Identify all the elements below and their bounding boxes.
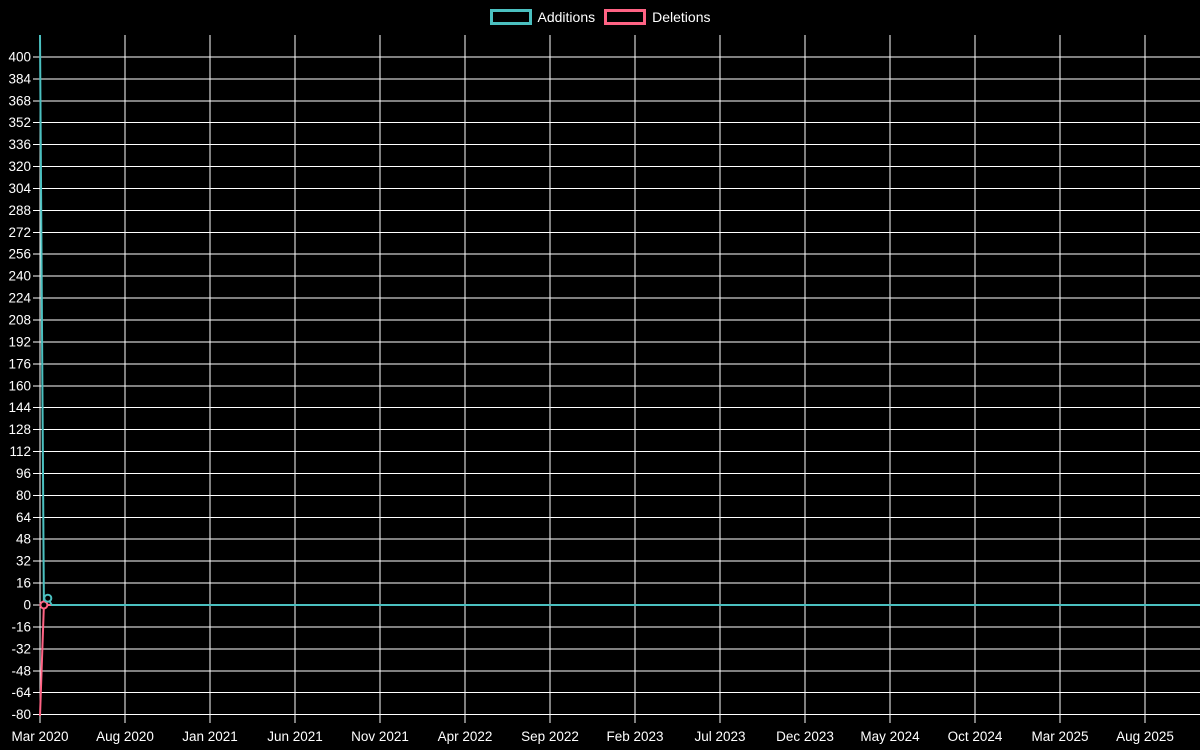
y-tick-label: -32	[11, 641, 31, 656]
additions-swatch-icon	[489, 9, 532, 25]
x-tick-label: Aug 2025	[1116, 729, 1174, 744]
y-tick-label: 128	[8, 422, 31, 437]
y-tick-label: 288	[8, 203, 31, 218]
y-tick-label: 384	[8, 71, 31, 86]
y-tick-label: 80	[16, 488, 31, 503]
deletions-swatch-icon	[604, 9, 647, 25]
chart-legend: Additions Deletions	[0, 9, 1200, 25]
x-tick-label: Oct 2024	[948, 729, 1003, 744]
y-tick-label: 304	[8, 181, 31, 196]
legend-item-additions[interactable]: Additions	[489, 9, 596, 25]
y-tick-label: 160	[8, 378, 31, 393]
y-tick-label: 208	[8, 313, 31, 328]
y-tick-label: 224	[8, 291, 31, 306]
point-marker-additions[interactable]	[43, 593, 53, 603]
x-tick-label: Jul 2023	[694, 729, 745, 744]
y-tick-label: 240	[8, 269, 31, 284]
y-tick-label: 48	[16, 532, 31, 547]
x-tick-label: Apr 2022	[438, 729, 493, 744]
y-tick-label: 176	[8, 356, 31, 371]
x-tick-label: Mar 2020	[11, 729, 68, 744]
y-tick-label: 32	[16, 554, 31, 569]
y-tick-label: 320	[8, 159, 31, 174]
y-tick-label: 96	[16, 466, 31, 481]
y-tick-label: 352	[8, 115, 31, 130]
y-tick-label: 400	[8, 49, 31, 64]
x-tick-label: Mar 2025	[1031, 729, 1088, 744]
x-tick-label: Sep 2022	[521, 729, 579, 744]
point-marker-deletions[interactable]	[39, 600, 49, 610]
y-tick-label: 16	[16, 576, 31, 591]
y-tick-label: -80	[11, 707, 31, 722]
x-tick-label: Jun 2021	[267, 729, 323, 744]
y-tick-label: 256	[8, 247, 31, 262]
y-tick-label: 144	[8, 400, 31, 415]
x-tick-label: Dec 2023	[776, 729, 834, 744]
x-tick-label: Jan 2021	[182, 729, 238, 744]
y-tick-label: 0	[23, 598, 31, 613]
legend-item-deletions[interactable]: Deletions	[604, 9, 710, 25]
y-tick-label: 336	[8, 137, 31, 152]
y-tick-label: 192	[8, 334, 31, 349]
x-tick-label: May 2024	[860, 729, 920, 744]
series-line-deletions	[39, 604, 1200, 717]
y-tick-label: 368	[8, 93, 31, 108]
y-tick-label: 272	[8, 225, 31, 240]
y-tick-label: -16	[11, 619, 31, 634]
y-tick-label: -48	[11, 663, 31, 678]
x-tick-label: Nov 2021	[351, 729, 409, 744]
additions-legend-label: Additions	[537, 9, 596, 25]
y-tick-label: -64	[11, 685, 31, 700]
x-tick-label: Aug 2020	[96, 729, 154, 744]
y-tick-label: 64	[16, 510, 32, 525]
x-tick-label: Feb 2023	[606, 729, 663, 744]
y-tick-label: 112	[9, 444, 31, 459]
deletions-legend-label: Deletions	[652, 9, 711, 25]
